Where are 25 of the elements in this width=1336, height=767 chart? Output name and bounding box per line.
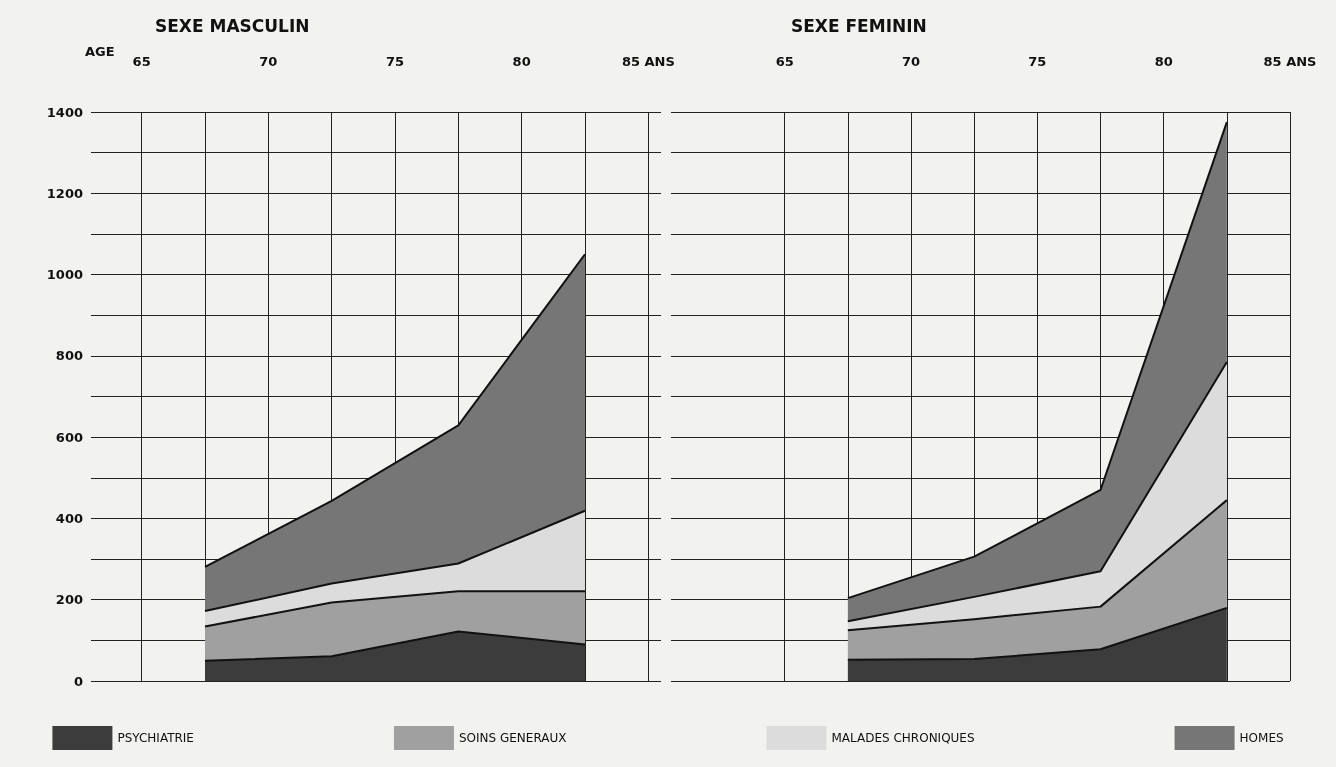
x-tick-label: 65 [132, 54, 151, 69]
x-tick-label: 75 [385, 54, 405, 69]
x-tick-label: 85 ANS [621, 54, 675, 69]
y-tick-label: 1400 [46, 104, 83, 120]
legend-label: HOMES [1239, 731, 1284, 745]
legend-label: SOINS GENERAUX [458, 731, 567, 745]
y-tick-label: 200 [55, 592, 83, 608]
y-tick-label: 400 [55, 510, 83, 526]
x-tick-label: 85 ANS [1263, 54, 1317, 69]
y-tick-label: 600 [55, 429, 83, 445]
x-tick-label: 80 [1154, 54, 1173, 69]
x-tick-label: 65 [775, 54, 794, 69]
y-tick-label: 0 [73, 673, 83, 689]
y-tick-label: 1000 [46, 267, 83, 283]
legend-label: MALADES CHRONIQUES [831, 731, 975, 745]
x-tick-label: 70 [901, 54, 921, 69]
legend-label: PSYCHIATRIE [117, 731, 194, 745]
x-axis-title: AGE [85, 44, 115, 59]
y-tick-label: 1200 [46, 185, 83, 201]
x-tick-label: 80 [512, 54, 531, 69]
x-tick-label: 70 [259, 54, 278, 69]
y-tick-label: 800 [55, 348, 83, 364]
x-tick-label: 75 [1028, 54, 1047, 69]
chart-title: SEXE MASCULIN [155, 15, 310, 36]
chart-title: SEXE FEMININ [791, 15, 927, 36]
